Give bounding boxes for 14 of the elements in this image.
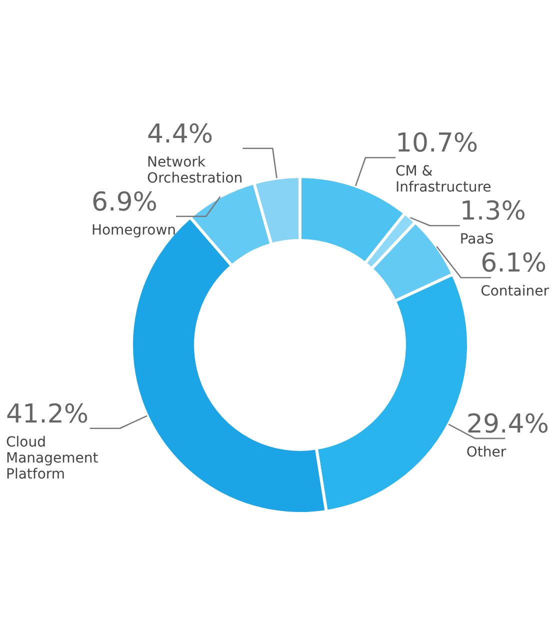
slice-label: Container xyxy=(480,284,550,300)
data-label: 6.1% xyxy=(480,248,547,279)
slice-label: CM & Infrastructure xyxy=(395,164,492,196)
slice-label: PaaS xyxy=(460,232,494,248)
slice-label: Homegrown xyxy=(91,222,176,238)
data-label: 6.9% xyxy=(91,187,158,218)
data-label: 10.7% xyxy=(395,128,478,159)
slice-label: Other xyxy=(466,444,506,460)
data-label: 29.4% xyxy=(466,409,550,440)
slice-label: Network Orchestration xyxy=(147,154,243,186)
slice-label: Cloud Management Platform xyxy=(6,434,99,482)
data-label: 4.4% xyxy=(147,119,214,150)
data-label: 41.2% xyxy=(6,399,89,430)
data-label: 1.3% xyxy=(460,196,526,227)
